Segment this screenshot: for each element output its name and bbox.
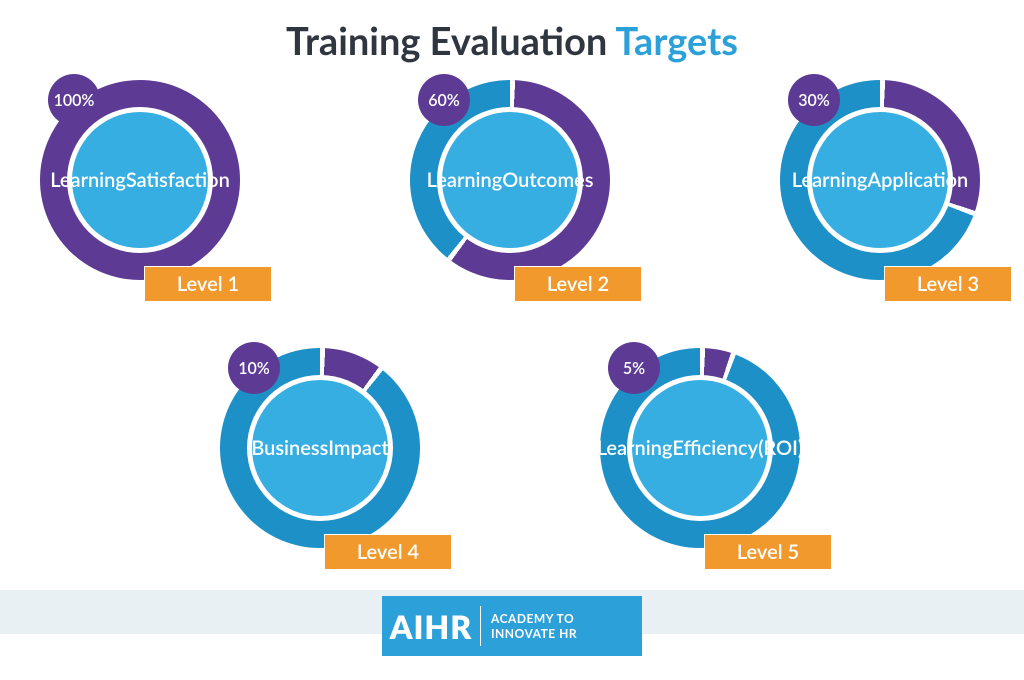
item-level-4: BusinessImpact10%Level 4 bbox=[192, 348, 452, 588]
percent-badge: 10% bbox=[228, 342, 280, 394]
donut-label: LearningSatisfaction bbox=[72, 112, 208, 248]
item-level-3: LearningApplication30%Level 3 bbox=[752, 80, 1012, 320]
item-level-5: LearningEfficiency(ROI)5%Level 5 bbox=[572, 348, 832, 588]
donut-label: LearningEfficiency(ROI) bbox=[632, 380, 768, 516]
logo-tagline-line1: ACADEMY TO bbox=[491, 611, 642, 626]
level-tag: Level 2 bbox=[514, 266, 642, 302]
level-tag: Level 3 bbox=[884, 266, 1012, 302]
row-2: BusinessImpact10%Level 4 LearningEfficie… bbox=[0, 348, 1024, 588]
percent-badge: 30% bbox=[788, 74, 840, 126]
percent-badge: 5% bbox=[608, 342, 660, 394]
page-title: Training Evaluation Targets bbox=[0, 0, 1024, 64]
donut-label: LearningOutcomes bbox=[442, 112, 578, 248]
donut-label: BusinessImpact bbox=[252, 380, 388, 516]
item-level-1: LearningSatisfaction100%Level 1 bbox=[12, 80, 272, 320]
title-prefix: Training Evaluation bbox=[286, 18, 615, 64]
logo-mark: AIHR bbox=[382, 596, 480, 656]
level-tag: Level 1 bbox=[144, 266, 272, 302]
percent-badge: 60% bbox=[418, 74, 470, 126]
row-1: LearningSatisfaction100%Level 1 Learning… bbox=[0, 80, 1024, 320]
logo-tagline-line2: INNOVATE HR bbox=[491, 626, 642, 641]
percent-badge: 100% bbox=[48, 74, 100, 126]
item-level-2: LearningOutcomes60%Level 2 bbox=[382, 80, 642, 320]
logo-tagline: ACADEMY TO INNOVATE HR bbox=[481, 596, 642, 656]
level-tag: Level 4 bbox=[324, 534, 452, 570]
footer-logo: AIHR ACADEMY TO INNOVATE HR bbox=[382, 596, 642, 656]
chart-grid: LearningSatisfaction100%Level 1 Learning… bbox=[0, 80, 1024, 588]
donut-label: LearningApplication bbox=[812, 112, 948, 248]
title-accent: Targets bbox=[615, 18, 738, 64]
level-tag: Level 5 bbox=[704, 534, 832, 570]
